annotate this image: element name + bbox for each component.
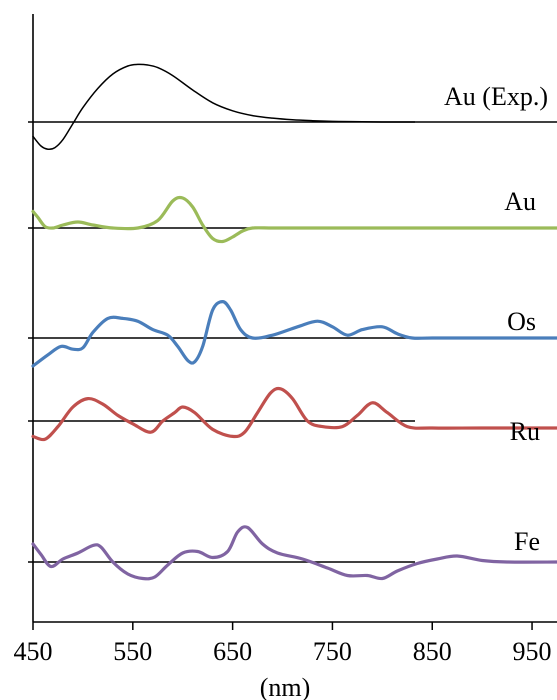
series-line-4 (31, 386, 557, 442)
series-label-1: Au (Exp.) (444, 82, 548, 111)
x-tick-label: 750 (313, 637, 352, 666)
series-label-4: Ru (510, 417, 540, 446)
series-label-3: Os (507, 307, 536, 336)
series-line-1 (32, 63, 557, 151)
series-line-5 (31, 525, 557, 581)
x-tick-label: 950 (513, 637, 552, 666)
x-tick-label: 650 (213, 637, 252, 666)
x-tick-label: 550 (113, 637, 152, 666)
x-tick-label: 450 (14, 637, 53, 666)
series-label-2: Au (504, 187, 536, 216)
x-axis-label: (nm) (260, 673, 311, 700)
series-line-2 (31, 195, 557, 244)
series-label-5: Fe (514, 527, 540, 556)
series-line-3 (31, 300, 557, 368)
x-tick-label: 850 (413, 637, 452, 666)
